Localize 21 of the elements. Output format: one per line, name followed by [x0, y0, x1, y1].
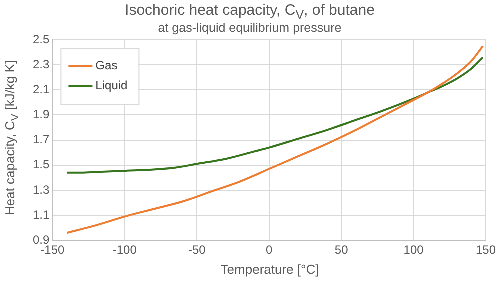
y-tick-label: 1.1 [32, 208, 50, 222]
x-axis-title: Temperature [°C] [220, 262, 320, 277]
line-series [66, 45, 484, 234]
y-tick-label: 1.9 [32, 108, 50, 122]
x-tick-label: 0 [266, 243, 273, 258]
chart-subtitle: at gas-liquid equilibrium pressure [158, 21, 342, 35]
legend-label: Gas [96, 58, 118, 72]
chart-title: Isochoric heat capacity, C$_{V}$, of butane [124, 2, 376, 22]
x-tick-label: 50 [334, 243, 349, 258]
y-tick-label: 1.7 [32, 132, 50, 147]
x-tick-label: -100 [112, 243, 138, 258]
x-tick-label: -50 [188, 243, 206, 258]
legend-label: Liquid [96, 78, 128, 92]
y-tick-label: 1.5 [32, 158, 50, 172]
y-tick-label: 1.3 [32, 182, 50, 197]
y-tick-label: 2.3 [32, 57, 50, 72]
x-tick-label: 150 [476, 243, 496, 258]
y-tick-label: 2.5 [32, 32, 50, 46]
y-tick-label: 2.1 [32, 82, 50, 96]
x-tick-label: 100 [404, 243, 424, 258]
line-series [66, 56, 484, 174]
